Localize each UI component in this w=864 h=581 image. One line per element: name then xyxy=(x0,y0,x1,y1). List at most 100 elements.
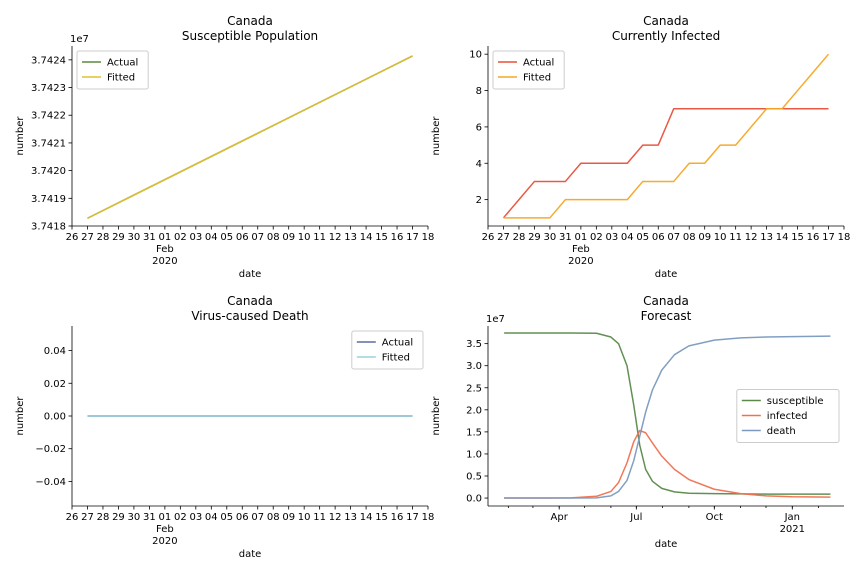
x-tick-label: 27 xyxy=(497,232,510,243)
x-tick-label: 29 xyxy=(112,232,125,243)
x-tick-label: 05 xyxy=(220,512,233,523)
y-tick-label: 0.0 xyxy=(466,494,482,505)
x-tick-label: 05 xyxy=(220,232,233,243)
x-tick-label: 11 xyxy=(313,512,326,523)
y-tick-label: 6 xyxy=(476,122,482,133)
x-tick-label: 06 xyxy=(236,232,249,243)
x-tick-sublabel-year: 2021 xyxy=(780,524,805,535)
x-tick-label: 01 xyxy=(159,512,172,523)
chart-subtitle: Currently Infected xyxy=(612,29,720,43)
x-tick-label: 14 xyxy=(776,232,789,243)
x-tick-sublabel-month: Feb xyxy=(572,244,590,255)
x-tick-label: 29 xyxy=(112,512,125,523)
x-tick-label: 14 xyxy=(360,512,373,523)
legend-box xyxy=(736,389,840,443)
x-tick-label: 13 xyxy=(760,232,773,243)
x-tick-label: 10 xyxy=(298,512,311,523)
x-tick-label: 05 xyxy=(636,232,649,243)
series-line-infected xyxy=(504,429,831,499)
x-tick-label: 18 xyxy=(422,232,435,243)
x-tick-label: 15 xyxy=(375,232,388,243)
x-tick-label: 30 xyxy=(128,232,141,243)
y-tick-label: 1.5 xyxy=(466,427,482,438)
y-tick-label: 0.02 xyxy=(44,379,66,390)
x-tick-label: Oct xyxy=(706,512,723,523)
y-tick-label: 3.7422 xyxy=(31,111,66,122)
x-tick-label: 26 xyxy=(482,232,495,243)
y-tick-label: 2.0 xyxy=(466,405,482,416)
x-tick-label: 04 xyxy=(205,512,218,523)
x-tick-sublabel-year: 2020 xyxy=(152,256,177,267)
x-tick-label: 27 xyxy=(81,232,94,243)
y-tick-label: 3.7421 xyxy=(31,138,66,149)
x-axis-label: date xyxy=(655,269,678,280)
x-tick-label: 28 xyxy=(97,232,110,243)
x-tick-label: 11 xyxy=(313,232,326,243)
legend: Actual Fitted xyxy=(351,330,424,370)
chart-title: Canada xyxy=(643,14,689,28)
x-tick-label: 17 xyxy=(406,232,419,243)
y-tick-label: 1.0 xyxy=(466,449,482,460)
y-tick-label: 3.7424 xyxy=(31,55,66,66)
x-tick-label: 07 xyxy=(251,232,264,243)
legend: Actual Fitted xyxy=(76,50,149,90)
y-tick-label: 10 xyxy=(469,50,482,61)
legend-label: Actual xyxy=(382,338,413,349)
y-tick-label: 3.7423 xyxy=(31,83,66,94)
y-tick-label: −0.04 xyxy=(35,477,66,488)
legend-label: Fitted xyxy=(107,73,135,84)
y-tick-label: 3.7418 xyxy=(31,222,66,233)
series-line-death xyxy=(504,335,831,499)
x-tick-label: 09 xyxy=(282,232,295,243)
x-tick-label: 04 xyxy=(621,232,634,243)
series-line-susceptible xyxy=(504,332,831,495)
x-tick-label: 18 xyxy=(838,232,851,243)
y-axis-label: number xyxy=(431,116,442,156)
y-axis-label: number xyxy=(15,396,26,436)
series-line-fitted xyxy=(87,55,413,219)
x-tick-label: Jan xyxy=(784,512,800,523)
x-tick-label: 02 xyxy=(174,512,187,523)
chart-title: Canada xyxy=(227,294,273,308)
legend-box xyxy=(76,50,149,90)
y-tick-label: 2.5 xyxy=(466,383,482,394)
x-tick-label: 01 xyxy=(575,232,588,243)
x-tick-label: 17 xyxy=(406,512,419,523)
series-line-actual xyxy=(502,107,829,219)
legend: susceptible infected death xyxy=(736,389,840,443)
x-tick-label: 30 xyxy=(544,232,557,243)
y-multiplier-label: 1e7 xyxy=(70,34,89,45)
chart-subtitle: Susceptible Population xyxy=(182,29,318,43)
legend-label: Actual xyxy=(107,58,138,69)
x-tick-label: 17 xyxy=(822,232,835,243)
legend: Actual Fitted xyxy=(492,50,565,90)
x-tick-sublabel-year: 2020 xyxy=(152,536,177,547)
y-multiplier-label: 1e7 xyxy=(486,314,505,325)
x-tick-label: 16 xyxy=(807,232,820,243)
legend-label: Fitted xyxy=(382,353,410,364)
y-tick-label: 0.00 xyxy=(44,412,66,423)
y-tick-label: 3.0 xyxy=(466,361,482,372)
x-tick-label: 13 xyxy=(344,232,357,243)
x-tick-label: 03 xyxy=(189,512,202,523)
x-tick-label: 31 xyxy=(559,232,572,243)
y-tick-label: 8 xyxy=(476,86,482,97)
x-tick-label: 16 xyxy=(391,512,404,523)
x-tick-label: 12 xyxy=(745,232,758,243)
x-tick-label: 08 xyxy=(267,232,280,243)
x-tick-label: 10 xyxy=(714,232,727,243)
x-tick-label: 09 xyxy=(698,232,711,243)
x-tick-label: 27 xyxy=(81,512,94,523)
legend-label: Actual xyxy=(523,58,554,69)
x-tick-label: 31 xyxy=(143,512,156,523)
x-tick-label: 28 xyxy=(513,232,526,243)
x-tick-label: 16 xyxy=(391,232,404,243)
legend-label: death xyxy=(767,426,796,437)
y-tick-label: 3.5 xyxy=(466,339,482,350)
y-tick-label: 0.5 xyxy=(466,472,482,483)
y-tick-label: 4 xyxy=(476,159,482,170)
x-tick-label: 15 xyxy=(375,512,388,523)
